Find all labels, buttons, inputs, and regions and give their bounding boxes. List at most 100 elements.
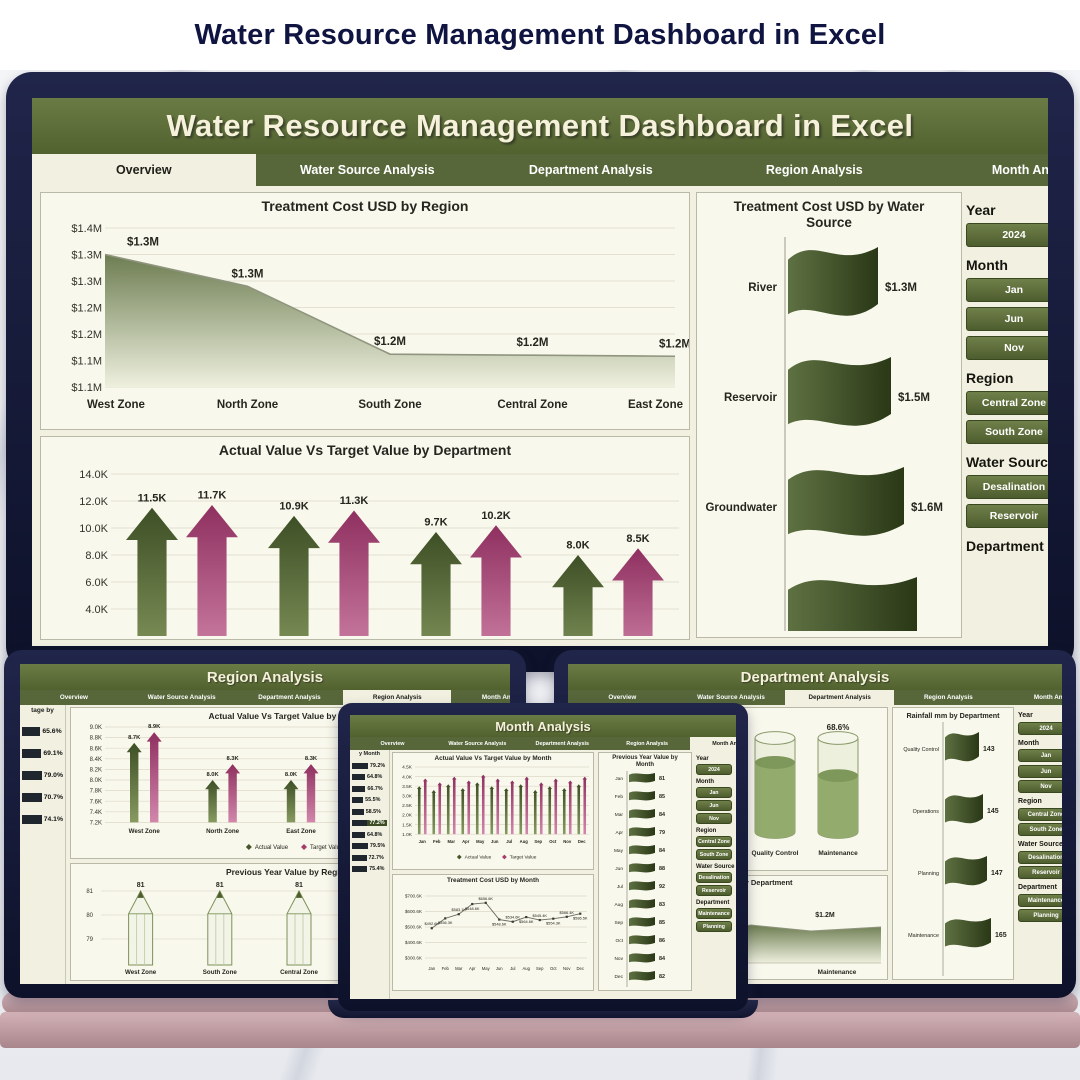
chart-title: Previous Year Value by Month: [612, 755, 678, 768]
chart-label: 81: [216, 882, 224, 889]
tab-water-source-analysis[interactable]: Water Source Analysis: [435, 737, 520, 750]
arrow-bar: [283, 780, 299, 823]
chart-label: 83: [659, 902, 665, 908]
side-list-value: 58.5%: [365, 808, 381, 815]
slicer-button-maintenance[interactable]: Maintenance: [696, 908, 732, 919]
slicer-button-central-zone[interactable]: Central Zone: [696, 836, 732, 847]
slicer-button-desalination[interactable]: Desalination: [1018, 850, 1062, 864]
side-list-item[interactable]: 79.2%: [352, 762, 387, 769]
side-list-month: y Month 79.2% 64.8% 66.7% 55.5% 58.5% 77.2% 64.…: [350, 750, 390, 999]
slicer-button-jun[interactable]: Jun: [966, 307, 1048, 331]
side-list-item[interactable]: 70.7%: [22, 793, 63, 802]
tab-region-analysis[interactable]: Region Analysis: [703, 154, 927, 186]
side-list-item[interactable]: 55.5%: [352, 797, 387, 803]
side-list-item[interactable]: 79.0%: [22, 771, 63, 780]
tab-overview[interactable]: Overview: [350, 737, 435, 750]
chart-label: 80: [86, 913, 93, 919]
panel-cost-by-region: Treatment Cost USD by Region $1.4M $1.3M $…: [40, 192, 690, 430]
side-list-item[interactable]: 77.2%: [352, 820, 387, 826]
slicer-button-nov[interactable]: Nov: [1018, 780, 1062, 793]
tab-department-analysis[interactable]: Department Analysis: [479, 154, 703, 186]
flag-shape: [629, 790, 655, 801]
dashboard-body-main: Treatment Cost USD by Region $1.4M $1.3M $…: [32, 186, 1048, 646]
chart-label: $400.6K: [405, 940, 423, 945]
chart-label: Jul: [506, 839, 512, 844]
slicer-button-maintenance[interactable]: Maintenance: [1018, 893, 1062, 907]
tab-overview[interactable]: Overview: [20, 690, 128, 705]
side-list-item[interactable]: 65.6%: [22, 727, 63, 736]
chart-cost-by-month: $700.6K $600.6K $500.6K $400.6K $300.6K $492.…: [393, 884, 593, 990]
tab-overview[interactable]: Overview: [32, 154, 256, 186]
tab-water-source-analysis[interactable]: Water Source Analysis: [128, 690, 236, 705]
tab-department-analysis[interactable]: Department Analysis: [236, 690, 344, 705]
m-rain-chart: Quality Control 143 Operations 145 Planning 1…: [903, 722, 1007, 976]
slicer-button-planning[interactable]: Planning: [1018, 909, 1062, 922]
slicer-button-central-zone[interactable]: Central Zone: [966, 391, 1048, 415]
slicer-button-south-zone[interactable]: South Zone: [696, 849, 732, 860]
slicer-button-jan[interactable]: Jan: [696, 787, 732, 798]
slicer-button-desalination[interactable]: Desalination: [966, 475, 1048, 499]
tab-month-analysis[interactable]: Month Analysis: [1003, 690, 1062, 705]
side-list-item[interactable]: 64.8%: [352, 774, 387, 780]
tab-department-analysis[interactable]: Department Analysis: [785, 690, 895, 705]
tab-water-source-analysis[interactable]: Water Source Analysis: [256, 154, 480, 186]
side-list-item[interactable]: 74.1%: [22, 815, 63, 824]
arrow-bar: [466, 780, 472, 835]
pencil-body: [128, 889, 154, 966]
side-list-item[interactable]: 79.5%: [352, 843, 387, 849]
flag-shape: [629, 898, 655, 909]
tab-region-analysis[interactable]: Region Analysis: [343, 690, 452, 705]
tab-region-analysis[interactable]: Region Analysis: [894, 690, 1003, 705]
cylinder-fill: [755, 762, 795, 839]
chart-rainfall-by-department: Quality Control 143 Operations 145 Planning 1…: [893, 720, 1013, 979]
slicer-button-jun[interactable]: Jun: [696, 800, 732, 811]
side-list-item[interactable]: 69.1%: [22, 749, 63, 758]
tab-month-analysis[interactable]: Month Analysis: [451, 690, 510, 705]
tab-overview[interactable]: Overview: [568, 690, 677, 705]
tab-bar-region: Overview Water Source Analysis Department …: [20, 690, 510, 705]
m-matr-chart: 4.5K 4.0K 3.5K 3.0K 2.5K 2.0K 1.5K 1.0K Jan Feb Ma…: [402, 765, 589, 861]
tab-month-analysis[interactable]: Month Analysis: [689, 737, 736, 750]
slicer-button-jan[interactable]: Jan: [966, 278, 1048, 302]
slicer-button-south-zone[interactable]: South Zone: [966, 420, 1048, 444]
tab-water-source-analysis[interactable]: Water Source Analysis: [677, 690, 786, 705]
chart-label: 7.4K: [90, 810, 102, 816]
chart-label: Sep: [534, 839, 542, 844]
chart-label: North Zone: [206, 828, 240, 835]
side-list-item[interactable]: 64.8%: [352, 831, 387, 838]
arrow-bar: [489, 786, 495, 835]
arrow-bar: [532, 790, 538, 835]
side-list-item[interactable]: 58.5%: [352, 808, 387, 815]
tab-department-analysis[interactable]: Department Analysis: [520, 737, 605, 750]
slicer-button-nov[interactable]: Nov: [696, 813, 732, 824]
side-list-item[interactable]: 75.4%: [352, 866, 387, 872]
chart-label: 8.0K: [206, 772, 219, 778]
chart-label: 7.2K: [90, 821, 102, 827]
slicer-button-2024[interactable]: 2024: [1018, 721, 1062, 735]
chart-label: $1.2M: [71, 329, 102, 341]
arrow-bar: [518, 784, 524, 835]
slicer-button-reservoir[interactable]: Reservoir: [696, 885, 732, 896]
side-list-value: 66.7%: [367, 785, 383, 792]
slicer-button-2024[interactable]: 2024: [966, 223, 1048, 247]
side-list-item[interactable]: 66.7%: [352, 785, 387, 792]
slicer-button-reservoir[interactable]: Reservoir: [1018, 866, 1062, 879]
slicer-button-reservoir[interactable]: Reservoir: [966, 504, 1048, 528]
tab-region-analysis[interactable]: Region Analysis: [605, 737, 690, 750]
side-list-item[interactable]: 72.7%: [352, 854, 387, 861]
slicer-button-south-zone[interactable]: South Zone: [1018, 823, 1062, 836]
slicer-button-planning[interactable]: Planning: [696, 921, 732, 932]
slicer-button-central-zone[interactable]: Central Zone: [1018, 807, 1062, 821]
mini-bar: [352, 866, 368, 872]
chart-label: Quality Control: [903, 747, 939, 753]
cylinder-top: [817, 731, 859, 745]
slicer-button-2024[interactable]: 2024: [696, 764, 732, 775]
panel-rainfall-by-department: Rainfall mm by Department Quality Contro…: [892, 707, 1014, 980]
arrow-bar: [268, 515, 320, 639]
slicer-button-nov[interactable]: Nov: [966, 336, 1048, 360]
tab-month-analysis[interactable]: Month Analysis: [926, 154, 1048, 186]
slicer-button-jun[interactable]: Jun: [1018, 764, 1062, 778]
slicer-button-jan[interactable]: Jan: [1018, 749, 1062, 762]
slicer-button-desalination[interactable]: Desalination: [696, 872, 732, 883]
cylinder-fill-top: [755, 756, 795, 769]
